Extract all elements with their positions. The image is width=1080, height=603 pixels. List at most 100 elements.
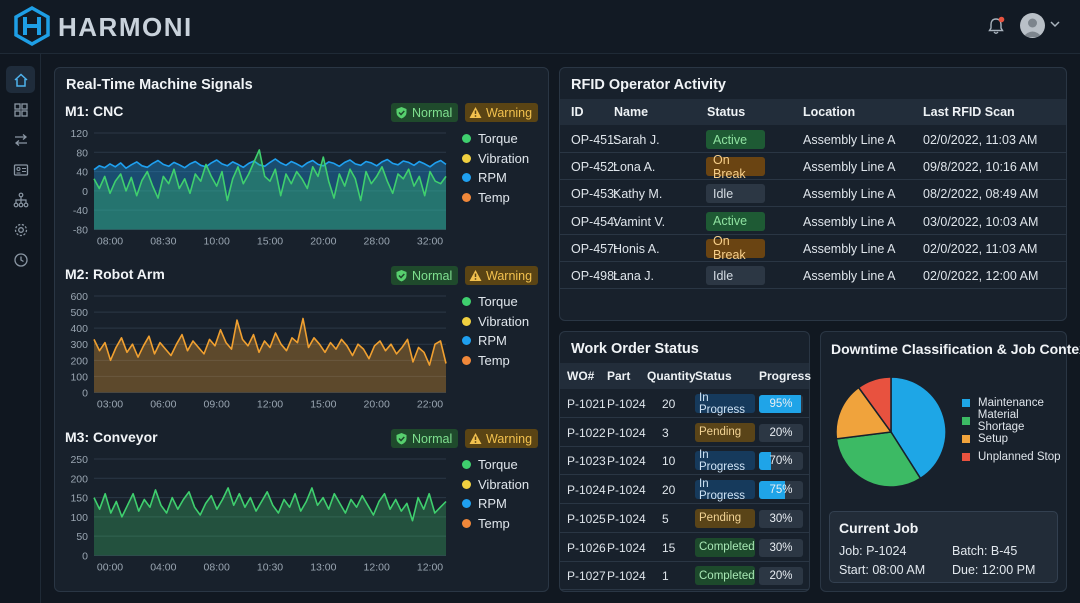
progress-bar: 30% <box>759 509 803 528</box>
chevron-down-icon[interactable] <box>1049 18 1061 30</box>
legend-swatch-icon <box>962 435 970 443</box>
table-row[interactable]: OP-452: Lona A. On Break Assembly Line A 09/… <box>560 153 1066 181</box>
x-tick-label: 12:00 <box>257 398 283 410</box>
legend-dot-icon <box>462 297 471 307</box>
workorder-table-header: WO# Part Quantity Status Progress <box>560 363 811 389</box>
legend-label: Vibration <box>478 150 530 166</box>
series-line-temp <box>93 317 447 366</box>
legend-label: Temp <box>478 515 510 531</box>
x-tick-label: 20:00 <box>310 235 336 247</box>
table-row[interactable]: P-1021 P-1024 20 In Progress 95% <box>560 390 809 418</box>
y-tick-label: 100 <box>70 371 88 383</box>
operator-name: Lana J. <box>613 269 655 283</box>
y-tick-label: 40 <box>76 167 88 179</box>
downtime-pie-chart <box>835 376 947 488</box>
table-row[interactable]: OP-457: Honis A. On Break Assembly Line A 02… <box>560 234 1066 262</box>
legend-item: Temp <box>462 351 529 371</box>
pie-slice-setup <box>835 386 893 440</box>
x-tick-label: 03:00 <box>97 398 123 410</box>
status-badge: Active <box>706 211 765 231</box>
nav-dashboard[interactable] <box>6 96 35 123</box>
pie-legend: Maintenance Material Shortage Setup Unplann… <box>962 394 1066 466</box>
chart-container: 250 200 150 100 50 0 00:00 04:00 08:00 10:30 13:00… <box>60 451 460 594</box>
table-row[interactable]: OP-454: Vamint V. Active Assembly Line A 03/… <box>560 208 1066 235</box>
status-badge-normal: Normal <box>391 266 459 285</box>
legend-label: Setup <box>978 433 1009 445</box>
progress-label: 30% <box>769 512 793 525</box>
legend-label: Torque <box>478 294 518 310</box>
y-tick-label: 250 <box>70 454 88 466</box>
part-number: P-1024 <box>607 540 646 555</box>
status-badge-warning: Warning <box>465 103 539 122</box>
table-row[interactable]: OP-453: Kathy M. Idle Assembly Line A 08/2/2… <box>560 180 1066 208</box>
history-icon <box>13 252 28 267</box>
col-header: Quantity <box>647 369 696 383</box>
shield-check-icon <box>396 433 407 445</box>
operator-id: OP-452: <box>571 160 618 175</box>
col-header: Last RFID Scan <box>923 105 1015 119</box>
legend-label: Temp <box>478 352 510 368</box>
table-row[interactable]: P-1023 P-1024 10 In Progress 70% <box>560 447 809 476</box>
nav-history[interactable] <box>6 246 35 273</box>
col-header: Status <box>707 105 746 119</box>
series-line-rpm <box>93 158 447 171</box>
x-tick-label: 04:00 <box>150 561 176 573</box>
hierarchy-icon <box>13 192 28 207</box>
legend-label: Vibration <box>478 476 530 492</box>
chart-legend: Torque Vibration RPM Temp <box>462 292 529 370</box>
table-row[interactable]: OP-498: Lana J. Idle Assembly Line A 02/0/20… <box>560 262 1066 289</box>
operator-name: Lona A. <box>613 160 656 175</box>
nav-home[interactable] <box>6 66 35 93</box>
notification-bell-icon[interactable] <box>986 16 1006 36</box>
shield-check-icon <box>396 270 407 282</box>
avatar[interactable] <box>1020 13 1045 38</box>
pie-slice-material-shortage <box>835 431 922 488</box>
table-row[interactable]: P-1026 P-1024 15 Completed 30% <box>560 534 809 562</box>
y-tick-label: 100 <box>70 512 88 524</box>
progress-label: 20% <box>769 426 793 439</box>
nav-transfers[interactable] <box>6 126 35 153</box>
progress-bar: 70% <box>759 452 803 471</box>
location: Assembly Line A <box>803 214 896 229</box>
part-number: P-1024 <box>607 397 646 411</box>
nav-hierarchy[interactable] <box>6 186 35 213</box>
progress-bar: 95% <box>759 395 803 413</box>
y-tick-label: 0 <box>82 550 88 562</box>
legend-item: Torque <box>462 455 529 475</box>
wo-number: P-1026 <box>567 540 606 555</box>
legend-dot-icon <box>462 479 471 489</box>
status-badge-normal: Normal <box>391 429 459 448</box>
table-row[interactable]: P-1025 P-1024 5 Pending 30% <box>560 505 809 533</box>
job-batch: Batch: B-45 <box>952 544 1018 558</box>
legend-dot-icon <box>462 153 471 163</box>
status-label: Warning <box>486 431 533 446</box>
legend-dot-icon <box>462 134 471 144</box>
y-tick-label: -80 <box>73 224 88 236</box>
wo-number: P-1025 <box>567 511 606 526</box>
job-due: Due: 12:00 PM <box>952 563 1036 577</box>
operator-id: OP-498: <box>571 269 618 283</box>
table-row[interactable]: OP-451: Sarah J. Active Assembly Line A 02/0… <box>560 126 1066 153</box>
machine-title: M2: Robot Arm <box>65 266 165 282</box>
last-scan: 02/0/2022, 11:03 AM <box>923 241 1038 256</box>
nav-operators[interactable] <box>6 156 35 183</box>
panel-title: Downtime Classification & Job Context <box>831 341 1080 357</box>
legend-item: Temp <box>462 188 529 208</box>
table-row[interactable]: P-1027 P-1024 1 Completed 20% <box>560 562 809 591</box>
table-row[interactable]: P-1024 P-1024 20 In Progress 75% <box>560 476 809 505</box>
x-tick-label: 10:30 <box>257 561 283 573</box>
id-card-icon <box>13 163 28 176</box>
shield-check-icon <box>396 107 407 119</box>
table-row[interactable]: P-1022 P-1024 3 Pending 20% <box>560 419 809 447</box>
legend-dot-icon <box>462 518 471 528</box>
x-tick-label: 12:00 <box>364 561 390 573</box>
progress-label: 20% <box>769 570 793 583</box>
legend-label: RPM <box>478 333 507 349</box>
y-tick-label: 80 <box>76 147 88 159</box>
status-label: Warning <box>486 268 533 283</box>
x-tick-label: 15:00 <box>257 235 283 247</box>
col-header: Location <box>803 105 856 119</box>
wo-number: P-1023 <box>567 454 606 469</box>
warning-icon <box>469 270 482 281</box>
nav-settings[interactable] <box>6 216 35 243</box>
